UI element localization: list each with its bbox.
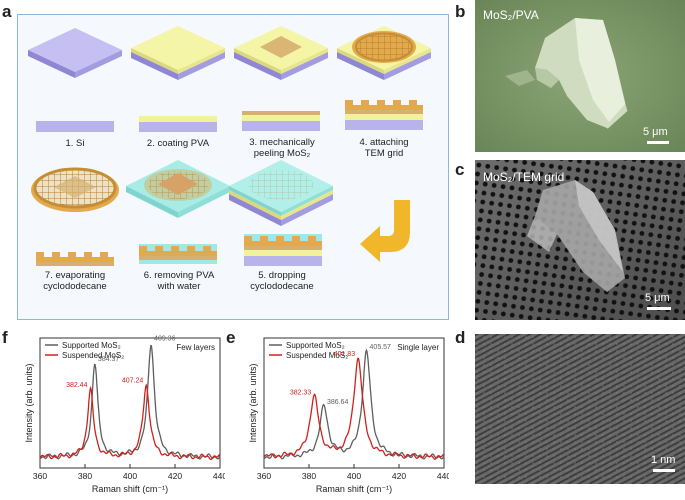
x-tick-label: 440 bbox=[213, 471, 225, 481]
step-label-3-line2: peeling MoS₂ bbox=[253, 148, 311, 159]
step-label-7-line2: cyclododecane bbox=[43, 281, 107, 292]
micrograph-mos2-pva: MoS₂/PVA 5 μm bbox=[475, 0, 685, 152]
step-label-7-line1: 7. evaporating bbox=[44, 270, 106, 281]
scale-bar-c-text: 5 μm bbox=[645, 292, 670, 304]
x-tick-label: 380 bbox=[302, 471, 316, 481]
peak-label: 384.37 bbox=[98, 356, 120, 363]
cross-section-pva bbox=[139, 116, 217, 132]
y-axis-label: Intensity (arb. units) bbox=[248, 363, 258, 442]
step-label-5-line2: cyclododecane bbox=[250, 281, 314, 292]
peak-label: 382.33 bbox=[290, 389, 312, 396]
peak-label: 407.24 bbox=[122, 377, 144, 384]
series-line-0 bbox=[40, 344, 221, 460]
iso-tem-grid-attached bbox=[337, 26, 431, 80]
panel-letter-e: e bbox=[226, 328, 236, 347]
scale-bar-d bbox=[653, 469, 675, 472]
scale-bar-d-text: 1 nm bbox=[651, 454, 676, 466]
raman-chart-single-layer: 360 380 400 420 440 Raman shift (cm⁻¹) Intensi… bbox=[248, 337, 449, 494]
peak-label: 386.64 bbox=[327, 399, 349, 406]
step-label-5: 5. dropping cyclododecane bbox=[236, 270, 328, 292]
chart-title: Few layers bbox=[176, 343, 215, 352]
peak-label: 401.83 bbox=[334, 351, 356, 358]
process-schematic bbox=[28, 26, 431, 266]
legend-entry: Suspended MoS₂ bbox=[62, 351, 124, 360]
step-label-6: 6. removing PVA with water bbox=[130, 270, 228, 292]
iso-si-substrate bbox=[28, 28, 122, 78]
cross-section-evaporated bbox=[36, 252, 114, 266]
x-tick-label: 400 bbox=[123, 471, 137, 481]
micrograph-hrtem: 1 nm bbox=[475, 334, 685, 484]
legend-entry: Suspended MoS₂ bbox=[286, 351, 348, 360]
series-line-1 bbox=[263, 357, 445, 460]
step-label-5-line1: 5. dropping bbox=[258, 270, 306, 281]
x-tick-label: 420 bbox=[392, 471, 406, 481]
step-label-3-line1: 3. mechanically bbox=[249, 137, 315, 148]
step-label-3: 3. mechanically peeling MoS₂ bbox=[232, 137, 332, 159]
process-flow-arrow bbox=[360, 200, 410, 262]
panel-letter-f: f bbox=[2, 328, 8, 347]
x-tick-label: 360 bbox=[33, 471, 47, 481]
peak-label: 405.57 bbox=[370, 344, 392, 351]
panel-letter-b: b bbox=[455, 2, 466, 21]
legend-entry: Supported MoS₂ bbox=[286, 341, 345, 350]
step-label-4: 4. attaching TEM grid bbox=[336, 137, 432, 159]
raman-chart-few-layers: 360 380 400 420 440 Raman shift (cm⁻¹) Intensi… bbox=[24, 336, 225, 494]
micrograph-c-label: MoS₂/TEM grid bbox=[483, 170, 565, 184]
series-line-1 bbox=[39, 383, 221, 461]
panel-letter-a: a bbox=[2, 2, 12, 21]
x-axis-label: Raman shift (cm⁻¹) bbox=[92, 484, 168, 494]
panel-letter-c: c bbox=[455, 160, 465, 179]
panel-letter-d: d bbox=[455, 328, 466, 347]
iso-pva-removed bbox=[126, 160, 230, 218]
x-tick-label: 400 bbox=[347, 471, 361, 481]
step-label-6-line2: with water bbox=[157, 281, 201, 292]
flake-image-b bbox=[475, 0, 685, 152]
y-axis-label: Intensity (arb. units) bbox=[24, 363, 34, 442]
iso-mos2-peeled bbox=[234, 26, 328, 80]
x-tick-label: 420 bbox=[168, 471, 182, 481]
step-label-6-line1: 6. removing PVA bbox=[143, 270, 215, 281]
scale-bar-b bbox=[647, 141, 669, 144]
x-tick-label: 380 bbox=[78, 471, 92, 481]
step-label-1: 1. Si bbox=[65, 138, 85, 149]
chart-title: Single layer bbox=[397, 343, 439, 352]
cross-section-pva-removed bbox=[139, 244, 217, 264]
micrograph-mos2-tem-grid: MoS₂/TEM grid 5 μm bbox=[475, 160, 685, 320]
x-tick-label: 360 bbox=[257, 471, 271, 481]
x-axis-label: Raman shift (cm⁻¹) bbox=[316, 484, 392, 494]
cross-section-cyclododecane bbox=[244, 234, 322, 266]
lattice-image-d bbox=[475, 334, 685, 484]
cross-section-tem-grid bbox=[345, 100, 423, 130]
scale-bar-c bbox=[647, 307, 671, 310]
sem-image-c bbox=[475, 160, 685, 320]
peak-label: 409.36 bbox=[154, 336, 176, 343]
cross-section-mos2 bbox=[242, 111, 320, 131]
iso-pva-coated bbox=[131, 26, 225, 80]
scale-bar-b-text: 5 μm bbox=[643, 126, 668, 138]
peak-label: 382.44 bbox=[66, 382, 88, 389]
step-label-7: 7. evaporating cyclododecane bbox=[26, 270, 124, 292]
iso-freestanding-grid bbox=[31, 167, 119, 212]
step-label-4-line2: TEM grid bbox=[364, 148, 404, 159]
step-label-4-line1: 4. attaching bbox=[359, 137, 409, 148]
cross-section-si bbox=[36, 121, 114, 132]
iso-cyclododecane-dropped bbox=[229, 160, 333, 226]
series-line-0 bbox=[263, 348, 445, 460]
legend-entry: Supported MoS₂ bbox=[62, 341, 121, 350]
micrograph-b-label: MoS₂/PVA bbox=[483, 8, 539, 22]
step-label-2: 2. coating PVA bbox=[146, 138, 210, 149]
x-tick-label: 440 bbox=[437, 471, 449, 481]
